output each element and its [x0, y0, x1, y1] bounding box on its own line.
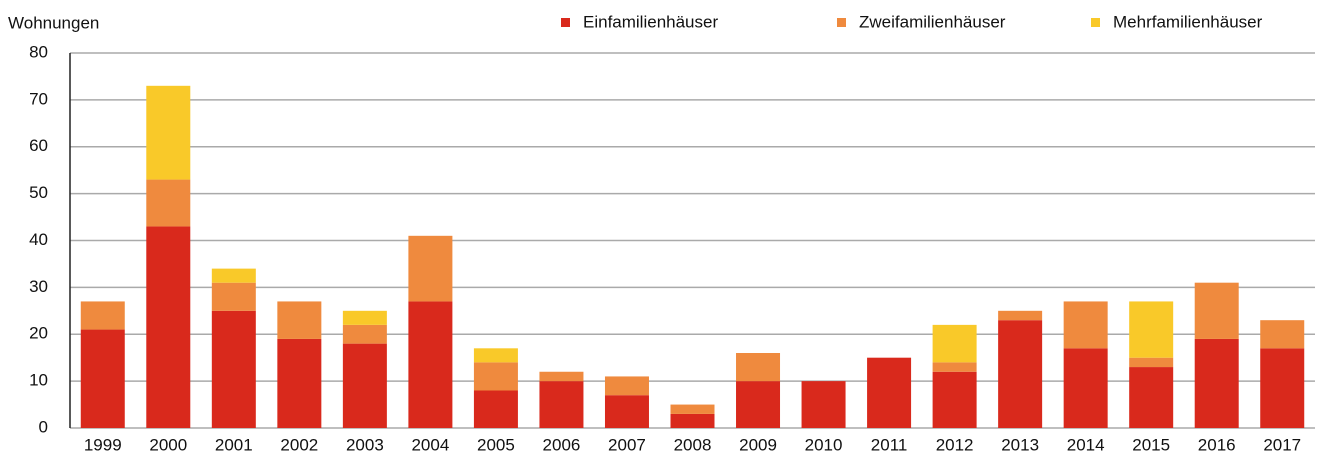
bar-segment — [80, 329, 125, 428]
bar-segment — [342, 310, 387, 325]
x-tick-label: 2000 — [149, 435, 187, 454]
bar-segment — [277, 301, 322, 339]
bar-segment — [1129, 357, 1174, 368]
bar-segment — [211, 310, 256, 428]
x-tick-label: 2011 — [871, 435, 908, 454]
x-tick-label: 2004 — [411, 435, 449, 454]
x-tick-label: 2009 — [739, 435, 777, 454]
bar-segment — [473, 362, 518, 391]
bar-segment — [1194, 282, 1239, 339]
bar-segment — [998, 320, 1043, 428]
y-tick-label: 50 — [29, 183, 48, 202]
bar-segment — [998, 310, 1043, 321]
x-tick-label: 2006 — [543, 435, 581, 454]
bar-segment — [932, 371, 977, 428]
x-tick-label: 2017 — [1263, 435, 1301, 454]
bar-segment — [277, 338, 322, 428]
y-tick-label: 10 — [29, 371, 48, 390]
x-tick-label: 1999 — [84, 435, 122, 454]
legend-label: Mehrfamilienhäuser — [1113, 12, 1263, 31]
bar-segment — [342, 343, 387, 428]
bar-segment — [146, 226, 191, 428]
legend-marker — [837, 18, 846, 27]
y-axis-label: Wohnungen — [8, 13, 99, 32]
bar-segment — [1129, 301, 1174, 358]
x-tick-label: 2015 — [1132, 435, 1170, 454]
legend-marker — [1091, 18, 1100, 27]
x-tick-label: 2016 — [1198, 435, 1236, 454]
x-tick-label: 2003 — [346, 435, 384, 454]
bar-segment — [211, 282, 256, 311]
x-tick-label: 2010 — [805, 435, 843, 454]
legend-label: Zweifamilienhäuser — [859, 12, 1006, 31]
x-tick-label: 2001 — [215, 435, 253, 454]
bar-segment — [1260, 348, 1305, 428]
legend-marker — [561, 18, 570, 27]
bar-segment — [539, 381, 584, 428]
bar-segment — [342, 324, 387, 344]
x-tick-label: 2014 — [1067, 435, 1105, 454]
y-tick-label: 80 — [29, 42, 48, 61]
bar-segment — [736, 353, 781, 382]
bar-segment — [1194, 338, 1239, 428]
bar-segment — [670, 404, 715, 414]
bar-segment — [80, 301, 125, 330]
bar-segment — [473, 390, 518, 428]
bar-segment — [473, 348, 518, 363]
x-tick-label: 2002 — [280, 435, 318, 454]
bar-segment — [932, 362, 977, 372]
y-tick-label: 20 — [29, 324, 48, 343]
bar-segment — [932, 324, 977, 363]
y-tick-label: 40 — [29, 230, 48, 249]
bar-segment — [1063, 348, 1108, 428]
x-tick-label: 2007 — [608, 435, 646, 454]
legend-label: Einfamilienhäuser — [583, 12, 718, 31]
bar-segment — [670, 413, 715, 428]
bar-segment — [801, 381, 846, 428]
x-tick-label: 2012 — [936, 435, 974, 454]
bar-segment — [736, 381, 781, 428]
bar-segment — [1063, 301, 1108, 349]
y-tick-label: 70 — [29, 89, 48, 108]
y-tick-label: 0 — [39, 417, 48, 436]
bar-segment — [539, 371, 584, 382]
bar-segment — [1260, 320, 1305, 349]
bar-segment — [1129, 367, 1174, 428]
bar-segment — [867, 357, 912, 428]
y-tick-label: 60 — [29, 136, 48, 155]
bar-segment — [211, 268, 256, 283]
bar-segment — [604, 395, 649, 428]
bar-segment — [146, 85, 191, 180]
x-tick-label: 2013 — [1001, 435, 1039, 454]
x-tick-label: 2005 — [477, 435, 515, 454]
bar-segment — [146, 179, 191, 227]
bar-segment — [408, 301, 453, 428]
bar-segment — [408, 235, 453, 302]
x-tick-label: 2008 — [674, 435, 712, 454]
y-tick-label: 30 — [29, 277, 48, 296]
bar-segment — [604, 376, 649, 396]
